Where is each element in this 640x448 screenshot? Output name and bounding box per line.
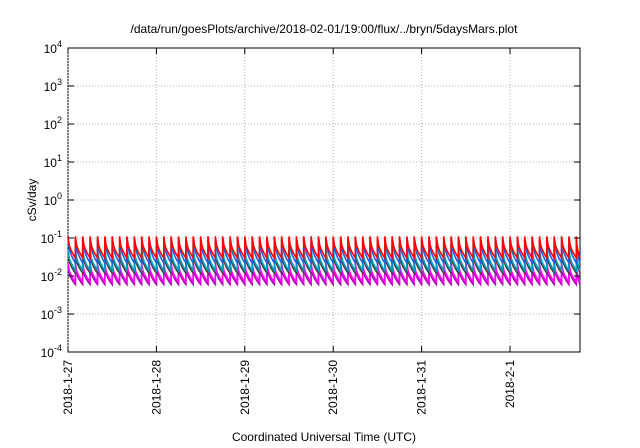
- y-tick-label: 102: [44, 115, 62, 132]
- series-line: [67, 236, 581, 261]
- y-tick-label: 104: [44, 39, 62, 56]
- y-tick-label: 103: [44, 77, 62, 94]
- x-tick-label: 2018-2-1: [503, 360, 517, 408]
- y-tick-label: 10-3: [41, 305, 62, 322]
- chart-title: /data/run/goesPlots/archive/2018-02-01/1…: [130, 22, 518, 36]
- y-tick-label: 10-1: [41, 229, 62, 246]
- series-group: [67, 236, 581, 287]
- x-tick-label: 2018-1-30: [326, 360, 340, 415]
- y-axis-label: cSv/day: [25, 178, 39, 222]
- y-axis: 10-4 10-3 10-2 10-1 100 101 102 103 104: [41, 39, 580, 360]
- x-axis: 2018-1-27 2018-1-28 2018-1-29 2018-1-30 2018…: [61, 48, 517, 415]
- grid: [67, 48, 580, 352]
- x-tick-label: 2018-1-29: [238, 360, 252, 415]
- x-tick-label: 2018-1-28: [149, 360, 163, 415]
- y-tick-label: 10-4: [41, 343, 62, 360]
- y-tick-label: 101: [44, 153, 62, 170]
- y-tick-label: 10-2: [41, 267, 62, 284]
- x-axis-label: Coordinated Universal Time (UTC): [231, 430, 417, 444]
- y-tick-label: 100: [44, 191, 62, 208]
- x-tick-label: 2018-1-27: [61, 360, 75, 415]
- x-tick-label: 2018-1-31: [415, 360, 429, 415]
